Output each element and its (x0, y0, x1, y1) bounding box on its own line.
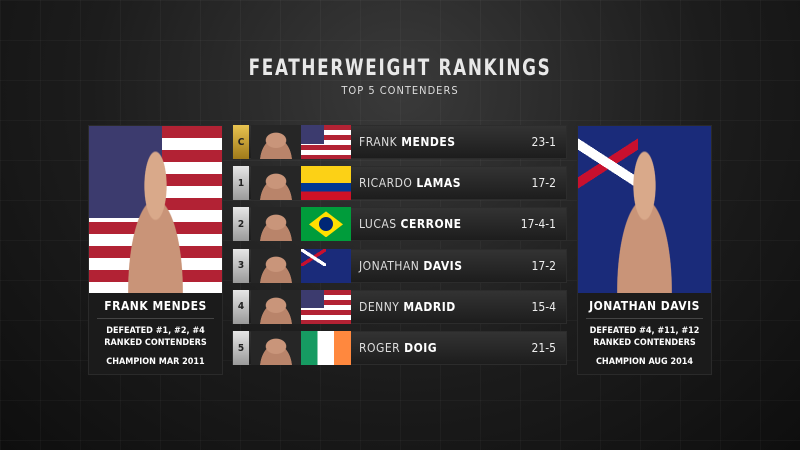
champion-date: CHAMPION AUG 2014 (595, 357, 694, 367)
rank-badge: 5 (233, 331, 249, 365)
rank-badge: 4 (233, 289, 249, 324)
fighter-name: RICARDO LAMAS (359, 176, 461, 191)
ranking-row: 1 RICARDO LAMAS 17-2 (232, 166, 567, 201)
page-title: FEATHERWEIGHT RANKINGS (248, 56, 552, 81)
fighter-thumbnail (251, 207, 301, 242)
fighter-name: FRANK MENDES (97, 293, 214, 319)
ranking-row: C FRANK MENDES 23-1 (232, 125, 567, 159)
fighter-record: 21-5 (531, 341, 557, 355)
fighter-thumbnail (251, 166, 301, 201)
champion-date: CHAMPION MAR 2011 (106, 357, 205, 367)
fighter-name: FRANK MENDES (359, 135, 456, 149)
fighter-thumbnail (251, 331, 301, 365)
rank-badge: 3 (233, 248, 249, 283)
fighter-name: DENNY MADRID (359, 299, 456, 314)
rank-badge: C (233, 125, 249, 159)
rank-badge: 2 (233, 207, 249, 242)
ranking-row: 3 JONATHAN DAVIS 17-2 (232, 248, 567, 283)
flag-usa-icon (301, 289, 351, 324)
fighter-record: 23-1 (531, 135, 557, 149)
fighter-info: RANKED CONTENDERS (104, 338, 207, 348)
fighter-record: 17-4-1 (520, 217, 556, 232)
fighter-record: 17-2 (531, 258, 557, 273)
flag-colombia-icon (301, 166, 351, 201)
fighter-thumbnail (251, 248, 301, 283)
flag-australia-icon (301, 248, 351, 283)
fighter-thumbnail (251, 125, 301, 159)
fighter-photo (89, 126, 222, 293)
fighter-name: JONATHAN DAVIS (359, 258, 463, 273)
champion-panel-right: JONATHAN DAVIS DEFEATED #4, #11, #12 RANK… (577, 125, 712, 375)
fighter-thumbnail (251, 289, 301, 324)
page-subtitle: TOP 5 CONTENDERS (341, 84, 459, 97)
fighter-name: ROGER DOIG (359, 341, 438, 355)
fighter-record: 15-4 (531, 299, 557, 314)
fighter-name: JONATHAN DAVIS (586, 293, 703, 319)
fighter-record: 17-2 (531, 176, 557, 191)
fighter-info: RANKED CONTENDERS (593, 338, 696, 348)
fighter-name: LUCAS CERRONE (359, 217, 462, 232)
rank-badge: 1 (233, 166, 249, 201)
ranking-row: 5 ROGER DOIG 21-5 (232, 331, 567, 365)
ranking-row: 2 LUCAS CERRONE 17-4-1 (232, 207, 567, 242)
flag-brazil-icon (301, 207, 351, 242)
champion-panel-left: FRANK MENDES DEFEATED #1, #2, #4 RANKED C… (88, 125, 223, 375)
fighter-info: DEFEATED #1, #2, #4 (106, 326, 205, 336)
flag-usa-icon (301, 125, 351, 159)
flag-ireland-icon (301, 331, 351, 365)
ranking-row: 4 DENNY MADRID 15-4 (232, 289, 567, 324)
fighter-photo (578, 126, 711, 293)
fighter-info: DEFEATED #4, #11, #12 (589, 326, 700, 336)
